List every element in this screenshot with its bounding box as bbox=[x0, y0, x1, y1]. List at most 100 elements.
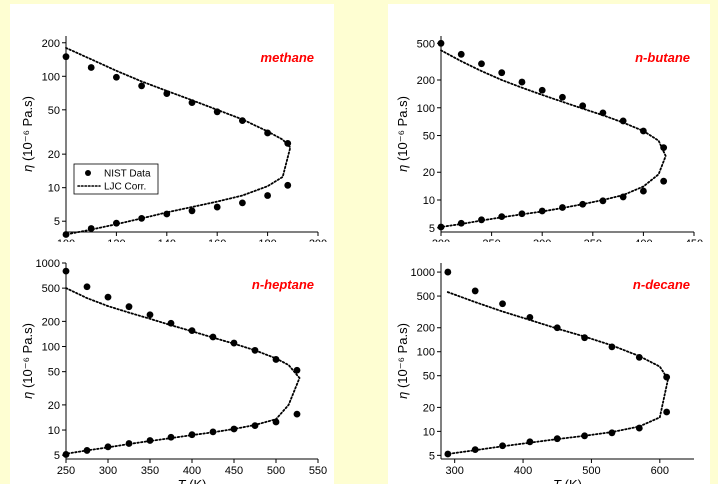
data-point bbox=[437, 39, 445, 47]
chart-n-decane: 300 400 500 600 5 10 20 50 100 200 500 1000 T (K) η (… bbox=[395, 263, 694, 484]
y-tick-label-50: 50 bbox=[48, 367, 60, 379]
y-tick-label-5: 5 bbox=[54, 450, 60, 462]
x-tick-label-500: 500 bbox=[267, 465, 285, 477]
data-point bbox=[125, 303, 133, 311]
x-axis-unit: (K) bbox=[186, 477, 207, 484]
data-point bbox=[640, 187, 647, 195]
y-axis-label: η (10⁻⁶ Pa.s) bbox=[20, 96, 35, 172]
y-tick-label-200: 200 bbox=[42, 38, 60, 50]
data-point bbox=[138, 82, 146, 90]
x-tick-label-550: 550 bbox=[309, 465, 327, 477]
series-line-ljc-corr bbox=[65, 47, 292, 236]
y-tick-label-5: 5 bbox=[429, 450, 435, 462]
y-tick-label-10: 10 bbox=[423, 195, 435, 207]
y-tick-label-10: 10 bbox=[423, 426, 435, 438]
y-tick-label-500: 500 bbox=[417, 291, 435, 303]
y-tick-label-500: 500 bbox=[417, 38, 435, 50]
data-point bbox=[499, 300, 506, 308]
y-tick-label-5: 5 bbox=[429, 223, 435, 235]
x-tick-label-400: 400 bbox=[183, 465, 201, 477]
chart-n-butane: 2002503003504004505102050100200500T (K)η… bbox=[395, 36, 703, 252]
legend-label-ljc-corr: LJC Corr. bbox=[104, 182, 146, 193]
data-point bbox=[444, 450, 452, 458]
x-axis-symbol: T bbox=[553, 477, 562, 484]
y-tick-label-50: 50 bbox=[423, 131, 435, 143]
data-point bbox=[264, 192, 271, 199]
x-tick-label-400: 400 bbox=[514, 465, 532, 477]
data-point bbox=[146, 311, 154, 319]
y-tick-label-100: 100 bbox=[42, 342, 60, 354]
y-axis-symbol: η bbox=[20, 392, 35, 399]
y-tick-label-50: 50 bbox=[423, 371, 435, 383]
chart-title-n-butane: n-butane bbox=[635, 50, 690, 65]
data-point bbox=[559, 93, 566, 101]
data-point bbox=[113, 73, 120, 81]
data-point bbox=[188, 207, 196, 215]
data-point bbox=[284, 139, 292, 147]
data-point bbox=[444, 268, 452, 276]
chart-n-heptane: 250 300 350 400 450 500 550 5 10 20 50 100 200 500 100… bbox=[20, 258, 327, 484]
chart-title-methane: methane bbox=[261, 50, 314, 65]
data-point bbox=[437, 223, 445, 231]
data-point bbox=[62, 267, 70, 275]
y-axis-unit: (10⁻⁶ Pa.s) bbox=[395, 96, 410, 165]
chart-panel-n-heptane: 250 300 350 400 450 500 550 5 10 20 50 100 200 500 100… bbox=[10, 242, 334, 484]
data-point bbox=[663, 408, 671, 416]
data-point bbox=[538, 86, 546, 94]
series-line-ljc-corr bbox=[440, 49, 667, 228]
data-point bbox=[62, 231, 70, 238]
y-axis-symbol: η bbox=[395, 392, 410, 399]
series-line-ljc-corr bbox=[65, 287, 301, 455]
y-axis-unit: (10⁻⁶ Pa.s) bbox=[20, 96, 35, 165]
data-point bbox=[239, 199, 246, 207]
y-tick-label-1000: 1000 bbox=[36, 258, 60, 270]
data-point bbox=[457, 50, 465, 58]
chart-title-n-heptane: n-heptane bbox=[252, 277, 314, 292]
y-tick-label-20: 20 bbox=[48, 400, 60, 412]
data-point bbox=[293, 410, 301, 418]
data-point bbox=[213, 203, 221, 211]
y-axis-unit: (10⁻⁶ Pa.s) bbox=[20, 323, 35, 392]
data-point bbox=[167, 319, 175, 327]
x-tick-label-450: 450 bbox=[225, 465, 243, 477]
chart-panel-n-butane: 2002503003504004505102050100200500T (K)η… bbox=[388, 4, 710, 252]
y-tick-label-500: 500 bbox=[42, 283, 60, 295]
legend-marker-nist-data bbox=[85, 170, 91, 176]
y-tick-label-100: 100 bbox=[42, 71, 60, 83]
chart-title-n-decane: n-decane bbox=[633, 277, 690, 292]
chart-panel-n-decane: 300 400 500 600 5 10 20 50 100 200 500 1000 T (K) η (… bbox=[388, 242, 710, 484]
series-line-ljc-corr bbox=[446, 291, 669, 455]
data-point bbox=[104, 293, 112, 301]
y-tick-label-20: 20 bbox=[423, 167, 435, 179]
y-tick-label-10: 10 bbox=[48, 183, 60, 195]
legend-box bbox=[73, 163, 159, 195]
y-tick-label-10: 10 bbox=[48, 425, 60, 437]
data-point bbox=[599, 109, 607, 117]
y-tick-label-100: 100 bbox=[417, 103, 435, 115]
y-tick-label-5: 5 bbox=[54, 216, 60, 228]
data-point bbox=[478, 60, 485, 68]
y-tick-label-200: 200 bbox=[417, 75, 435, 87]
x-axis-symbol: T bbox=[178, 477, 187, 484]
y-tick-label-20: 20 bbox=[423, 402, 435, 414]
y-axis-symbol: η bbox=[395, 165, 410, 172]
chart-methane: 1001201401601802005102050100200T (K)η (1… bbox=[20, 36, 327, 252]
data-point bbox=[213, 108, 221, 116]
data-point bbox=[518, 78, 526, 86]
data-point bbox=[498, 69, 506, 77]
x-tick-label-350: 350 bbox=[141, 465, 159, 477]
y-axis-label: η (10⁻⁶ Pa.s) bbox=[20, 323, 35, 399]
x-tick-label-300: 300 bbox=[445, 465, 463, 477]
x-tick-label-600: 600 bbox=[651, 465, 669, 477]
data-point bbox=[62, 53, 70, 61]
x-tick-label-250: 250 bbox=[57, 465, 75, 477]
data-point bbox=[87, 64, 95, 71]
x-tick-label-300: 300 bbox=[99, 465, 117, 477]
x-axis-unit: (K) bbox=[561, 477, 582, 484]
data-point bbox=[125, 440, 133, 447]
chart-panel-methane: 1001201401601802005102050100200T (K)η (1… bbox=[10, 4, 334, 252]
y-axis-label: η (10⁻⁶ Pa.s) bbox=[395, 323, 410, 399]
data-point bbox=[209, 428, 217, 436]
x-axis-label: T (K) bbox=[553, 477, 582, 484]
y-tick-label-200: 200 bbox=[42, 316, 60, 328]
